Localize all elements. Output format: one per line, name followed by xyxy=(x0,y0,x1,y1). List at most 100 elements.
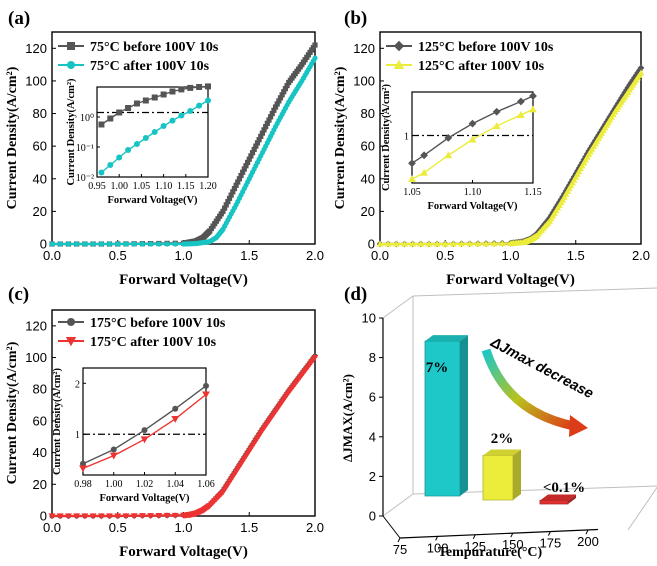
x-tick-label: 150 xyxy=(502,537,524,552)
y-tick-label: 40 xyxy=(33,445,47,460)
inset-data-point xyxy=(107,115,114,122)
x-tick-label: 1.5 xyxy=(240,248,258,263)
x-tick-label: 1.5 xyxy=(567,248,585,263)
data-point xyxy=(225,199,231,205)
x-axis-label: Forward Voltage(V) xyxy=(119,544,248,560)
data-point xyxy=(281,89,287,95)
legend-marker xyxy=(67,42,75,50)
data-point xyxy=(220,208,226,214)
inset-data-point xyxy=(468,135,477,143)
inset-data-point xyxy=(420,168,428,176)
data-point xyxy=(82,241,88,247)
data-point xyxy=(48,513,56,520)
inset-data-point xyxy=(171,415,180,423)
legend-entry: 75°C before 100V 10s xyxy=(90,40,219,55)
data-point xyxy=(376,240,384,247)
inset-data-point xyxy=(187,108,194,114)
y-tick-label: 10 xyxy=(362,311,376,326)
inset-data-point xyxy=(444,151,453,159)
depth-edge xyxy=(382,295,414,319)
inset-x-tick-label: 1.05 xyxy=(403,187,421,198)
y-tick-label: 120 xyxy=(353,41,375,56)
legend-entry: 75°C after 100V 10s xyxy=(90,59,210,74)
data-point xyxy=(384,240,392,247)
series-after xyxy=(48,354,319,520)
inset-data-point xyxy=(529,105,537,113)
x-tick-label: 2.0 xyxy=(306,248,324,263)
y-tick-label: 100 xyxy=(25,73,47,88)
data-point xyxy=(241,166,247,172)
data-point xyxy=(392,240,400,247)
panel-label: (c) xyxy=(8,284,29,305)
inset-x-tick-label: 1.00 xyxy=(110,181,128,192)
data-point xyxy=(65,513,72,520)
inset-x-label: Forward Voltage(V) xyxy=(427,201,518,212)
data-point xyxy=(235,179,241,185)
data-point xyxy=(276,98,282,104)
y-tick-label: 120 xyxy=(25,318,47,333)
inset-data-point xyxy=(109,452,118,460)
data-point xyxy=(450,240,457,247)
x-tick-label: 0.5 xyxy=(109,248,127,263)
data-point xyxy=(114,513,122,520)
x-tick-label: 1.5 xyxy=(240,520,258,535)
inset-data-point xyxy=(79,465,87,473)
data-point xyxy=(261,127,267,133)
data-point xyxy=(130,513,138,520)
inset-y-tick-label: 10⁻¹ xyxy=(76,143,94,154)
y-tick-label: 6 xyxy=(369,390,376,405)
inset-data-point xyxy=(110,446,117,453)
legend-entry: 175°C after 100V 10s xyxy=(90,335,217,350)
y-axis-label: Current Density(A/cm²) xyxy=(5,341,20,484)
data-point xyxy=(637,64,645,72)
inset-data-point xyxy=(492,122,501,130)
data-point xyxy=(264,120,270,126)
bar-top xyxy=(483,449,521,456)
inset-data-point xyxy=(160,123,167,129)
panel-label: (a) xyxy=(8,8,30,29)
data-point xyxy=(613,102,620,110)
data-point xyxy=(223,202,229,208)
inset-x-tick-label: 1.20 xyxy=(199,181,217,192)
x-tick-label: 75 xyxy=(393,542,407,557)
inset-y-label: Current Density(A/cm²) xyxy=(52,367,63,475)
data-point xyxy=(243,163,249,169)
x-tick-label: 1.0 xyxy=(174,248,192,263)
inset-x-tick-label: 0.98 xyxy=(74,479,92,490)
bar-front xyxy=(482,455,514,501)
decrease-arrow xyxy=(481,348,588,437)
data-point xyxy=(466,240,474,247)
series-after xyxy=(376,69,645,247)
inset-y-tick-label: 2 xyxy=(75,379,80,390)
data-point xyxy=(57,241,63,247)
inset-data-point xyxy=(205,97,211,104)
inset-data-point xyxy=(169,88,176,95)
data-point xyxy=(90,241,96,247)
data-point xyxy=(231,185,238,192)
x-tick-label: 1.0 xyxy=(501,248,519,263)
y-axis-label: Current Density(A/cm²) xyxy=(5,66,20,209)
y-tick-label: 80 xyxy=(33,382,47,397)
bar-175 xyxy=(539,494,576,505)
inset-x-tick-label: 1.04 xyxy=(167,479,185,490)
data-point xyxy=(73,513,81,520)
inset-data-point xyxy=(408,159,416,168)
data-point xyxy=(251,146,257,153)
depth-edge xyxy=(382,493,414,517)
inset-x-tick-label: 1.00 xyxy=(105,479,123,490)
y-axis-label: ΔJMAX(A/cm²) xyxy=(340,374,355,462)
data-point xyxy=(171,512,179,519)
data-point xyxy=(245,159,251,166)
inset: 1.05 1.10 1.15 1 Forward Voltage(V) Current D… xyxy=(381,83,542,212)
x-tick xyxy=(472,534,476,540)
legend-entry: 175°C before 100V 10s xyxy=(90,316,226,331)
depth-edge xyxy=(627,486,657,531)
data-point xyxy=(81,513,89,520)
data-point xyxy=(172,241,178,247)
data-point xyxy=(249,150,256,156)
annotation-label: ΔJmax decrease xyxy=(487,334,596,402)
x-tick xyxy=(547,531,551,536)
inset-x-tick-label: 1.02 xyxy=(136,479,154,490)
data-point xyxy=(626,81,633,89)
data-point xyxy=(271,107,277,113)
